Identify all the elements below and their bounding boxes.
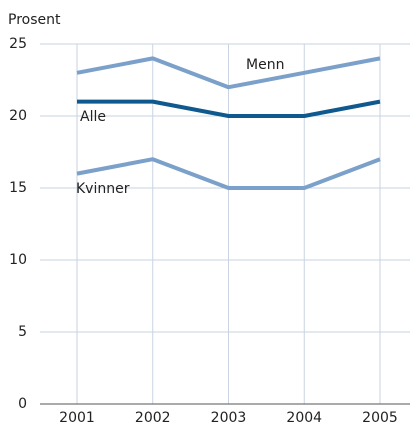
y-tick-label: 5 <box>18 324 27 340</box>
x-tick-label: 2001 <box>59 410 95 426</box>
series-line <box>76 157 381 190</box>
y-tick-label: 0 <box>18 396 27 412</box>
x-tick-label: 2002 <box>135 410 171 426</box>
x-tick-label: 2004 <box>286 410 322 426</box>
series-label: Kvinner <box>76 181 130 197</box>
series-label: Alle <box>80 109 106 125</box>
y-axis-label: Prosent <box>8 12 61 28</box>
series-line <box>76 56 381 90</box>
y-tick-label: 20 <box>9 108 27 124</box>
x-tick-label: 2005 <box>362 410 398 426</box>
x-tick-label: 2003 <box>211 410 247 426</box>
series-line <box>77 99 381 118</box>
y-tick-label: 25 <box>9 36 27 52</box>
y-tick-label: 15 <box>9 180 27 196</box>
y-tick-label: 10 <box>9 252 27 268</box>
series-label: Menn <box>246 57 284 73</box>
